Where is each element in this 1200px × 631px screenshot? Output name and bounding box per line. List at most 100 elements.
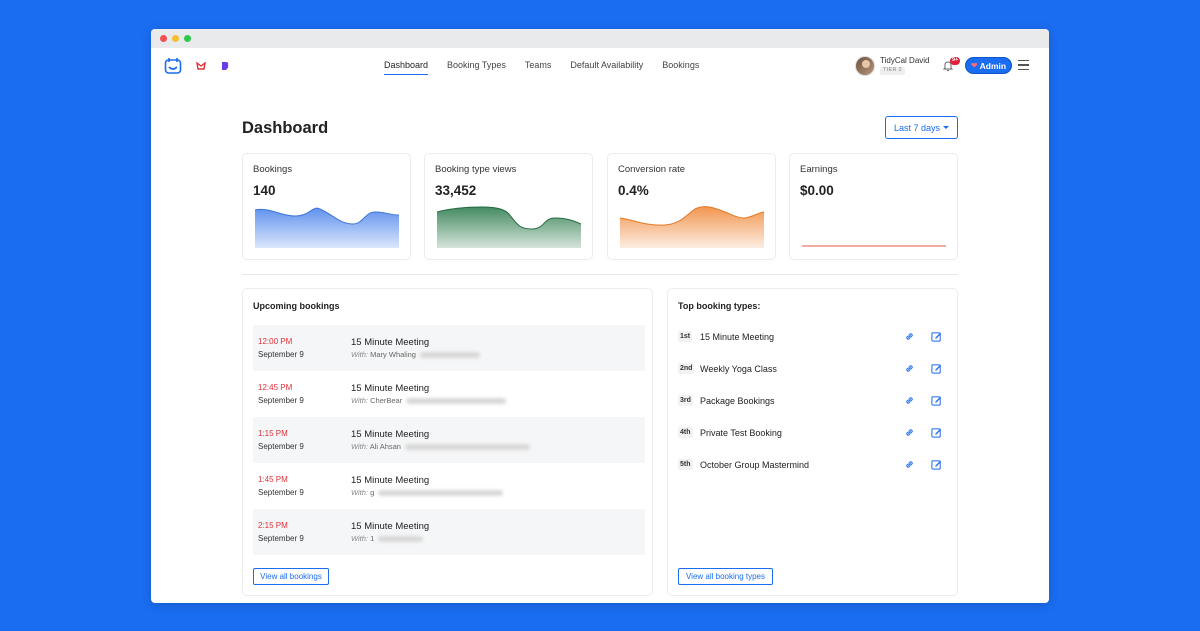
admin-label: Admin xyxy=(979,60,1007,71)
panel-title: Top booking types: xyxy=(678,301,761,311)
notification-count-badge: 9+ xyxy=(950,57,961,65)
page-title: Dashboard xyxy=(242,119,329,137)
stat-label: Conversion rate xyxy=(618,164,686,175)
with-label: With: xyxy=(351,534,369,543)
link-icon[interactable] xyxy=(904,459,915,470)
link-icon[interactable] xyxy=(904,395,915,406)
attendee-name: Mary Whaling xyxy=(370,350,416,359)
booking-with: With: Mary Whaling xyxy=(351,350,480,359)
top-booking-types-panel: Top booking types: 1st 15 Minute Meeting… xyxy=(667,288,958,596)
nav-booking-types[interactable]: Booking Types xyxy=(447,60,506,70)
brand-area xyxy=(164,57,230,75)
edit-icon[interactable] xyxy=(931,331,942,342)
redacted-email xyxy=(419,352,480,359)
user-name: TidyCal David xyxy=(880,56,930,66)
link-icon[interactable] xyxy=(904,331,915,342)
user-info: TidyCal David TIER 2 xyxy=(880,57,930,75)
view-all-bookings-button[interactable]: View all bookings xyxy=(253,568,329,585)
booking-time: 12:45 PM xyxy=(258,383,293,392)
rank-badge: 1st xyxy=(678,331,693,342)
list-item[interactable]: 1:45 PM September 9 15 Minute Meeting Wi… xyxy=(253,463,645,509)
with-label: With: xyxy=(351,396,369,405)
window-titlebar xyxy=(151,29,1049,48)
rank-badge: 4th xyxy=(678,427,693,438)
booking-title: 15 Minute Meeting xyxy=(351,475,430,486)
section-divider xyxy=(242,274,958,275)
close-window-dot[interactable] xyxy=(160,35,167,42)
product-switcher-purple-icon[interactable] xyxy=(220,61,230,71)
edit-icon[interactable] xyxy=(931,427,942,438)
top-navigation: Dashboard Booking Types Teams Default Av… xyxy=(151,48,1049,84)
stat-value: 33,452 xyxy=(435,183,477,198)
booking-type-name: Package Bookings xyxy=(700,396,775,406)
nav-dashboard[interactable]: Dashboard xyxy=(384,60,429,75)
date-range-dropdown[interactable]: Last 7 days xyxy=(885,116,958,139)
stat-card-bookings: Bookings 140 xyxy=(242,153,411,260)
list-item[interactable]: 1:15 PM September 9 15 Minute Meeting Wi… xyxy=(253,417,645,463)
rank-badge: 3rd xyxy=(678,395,693,406)
booking-title: 15 Minute Meeting xyxy=(351,337,430,348)
link-icon[interactable] xyxy=(904,427,915,438)
attendee-name: 1 xyxy=(370,534,375,543)
booking-title: 15 Minute Meeting xyxy=(351,429,430,440)
with-label: With: xyxy=(351,442,369,451)
list-item[interactable]: 12:45 PM September 9 15 Minute Meeting W… xyxy=(253,371,645,417)
edit-icon[interactable] xyxy=(931,395,942,406)
hamburger-menu-icon[interactable] xyxy=(1018,60,1029,70)
earnings-sparkline xyxy=(802,245,946,247)
stat-card-earnings: Earnings $0.00 xyxy=(789,153,958,260)
bookings-sparkline xyxy=(255,207,399,248)
booking-with: With: Ali Ahsan xyxy=(351,442,530,451)
date-range-label: Last 7 days xyxy=(893,122,941,133)
views-sparkline xyxy=(437,206,581,248)
list-item: 5th October Group Mastermind xyxy=(678,457,948,473)
link-icon[interactable] xyxy=(904,363,915,374)
attendee-name: Ali Ahsan xyxy=(369,442,401,451)
booking-date: September 9 xyxy=(258,488,304,497)
list-item[interactable]: 2:15 PM September 9 15 Minute Meeting Wi… xyxy=(253,509,645,555)
minimize-window-dot[interactable] xyxy=(172,35,179,42)
list-item: 1st 15 Minute Meeting xyxy=(678,329,948,345)
edit-icon[interactable] xyxy=(931,363,942,374)
list-item: 4th Private Test Booking xyxy=(678,425,948,441)
booking-date: September 9 xyxy=(258,534,304,543)
redacted-email xyxy=(404,444,530,451)
booking-date: September 9 xyxy=(258,396,304,405)
browser-window: Dashboard Booking Types Teams Default Av… xyxy=(151,29,1049,603)
main-nav: Dashboard Booking Types Teams Default Av… xyxy=(384,60,699,75)
booking-time: 1:15 PM xyxy=(258,429,288,438)
booking-title: 15 Minute Meeting xyxy=(351,521,430,532)
with-label: With: xyxy=(351,488,369,497)
with-label: With: xyxy=(351,350,369,359)
product-switcher-red-icon[interactable] xyxy=(196,61,206,71)
edit-icon[interactable] xyxy=(931,459,942,470)
booking-type-name: Private Test Booking xyxy=(700,428,782,438)
stat-label: Booking type views xyxy=(435,164,517,175)
tidycal-logo-icon[interactable] xyxy=(164,57,182,75)
user-menu[interactable]: TidyCal David TIER 2 xyxy=(855,56,930,76)
heart-icon: ❤ xyxy=(970,61,978,70)
list-item: 2nd Weekly Yoga Class xyxy=(678,361,948,377)
stat-card-conversion-rate: Conversion rate 0.4% xyxy=(607,153,776,260)
booking-date: September 9 xyxy=(258,350,304,359)
attendee-name: g xyxy=(370,488,375,497)
nav-bookings[interactable]: Bookings xyxy=(662,60,700,70)
bell-icon[interactable] xyxy=(942,60,954,72)
rank-badge: 5th xyxy=(678,459,693,470)
panel-title: Upcoming bookings xyxy=(253,301,340,311)
booking-time: 2:15 PM xyxy=(258,521,288,530)
avatar[interactable] xyxy=(855,56,875,76)
booking-type-name: Weekly Yoga Class xyxy=(700,364,777,374)
admin-button[interactable]: ❤ Admin xyxy=(965,57,1012,74)
list-item[interactable]: 12:00 PM September 9 15 Minute Meeting W… xyxy=(253,325,645,371)
maximize-window-dot[interactable] xyxy=(184,35,191,42)
booking-with: With: CherBear xyxy=(351,396,507,405)
nav-teams[interactable]: Teams xyxy=(524,60,552,70)
nav-default-availability[interactable]: Default Availability xyxy=(570,60,644,70)
conversion-sparkline xyxy=(620,206,764,248)
stat-value: 0.4% xyxy=(618,183,649,198)
tier-badge: TIER 2 xyxy=(880,67,905,75)
view-all-booking-types-button[interactable]: View all booking types xyxy=(678,568,773,585)
redacted-email xyxy=(378,536,424,543)
upcoming-bookings-panel: Upcoming bookings 12:00 PM September 9 1… xyxy=(242,288,653,596)
